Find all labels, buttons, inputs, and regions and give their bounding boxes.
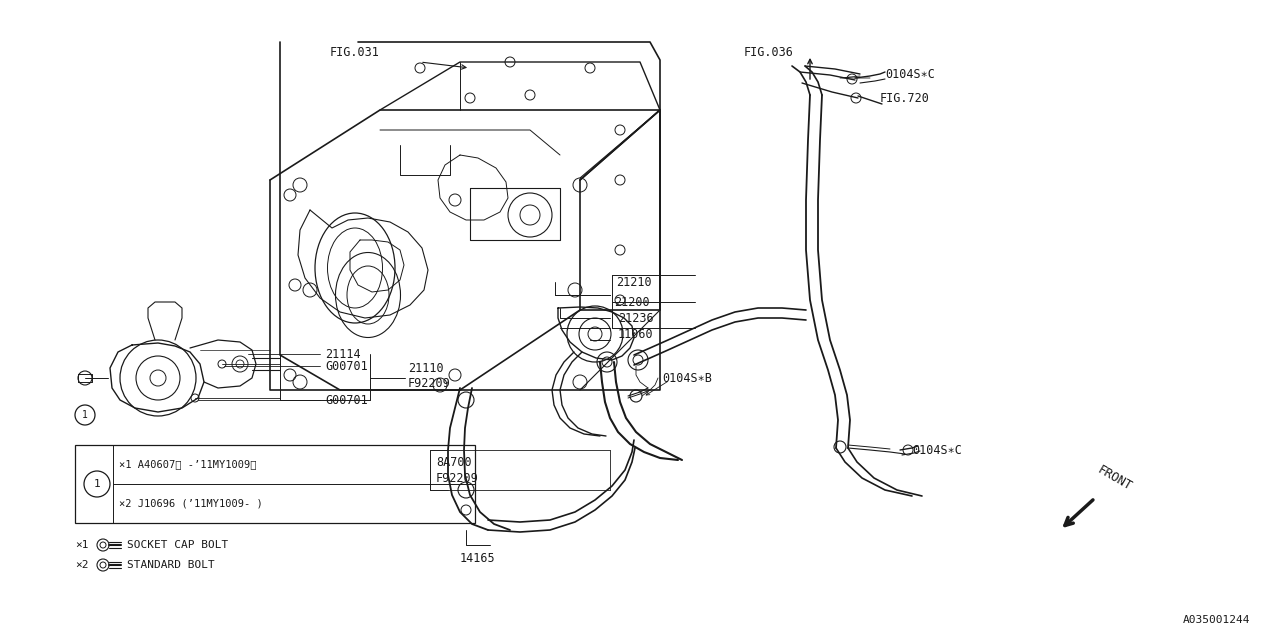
Text: 0104S∗C: 0104S∗C (884, 67, 934, 81)
Text: 21210: 21210 (616, 275, 652, 289)
Text: STANDARD BOLT: STANDARD BOLT (127, 560, 215, 570)
Text: A035001244: A035001244 (1183, 615, 1251, 625)
Text: F92209: F92209 (408, 376, 451, 390)
Text: F92209: F92209 (436, 472, 479, 484)
Text: 8A700: 8A700 (436, 456, 471, 468)
Text: ×2: ×2 (76, 560, 88, 570)
Bar (76, 445, 475, 523)
Text: G00701: G00701 (325, 360, 367, 372)
Text: ×1 A40607（ -’11MY1009）: ×1 A40607（ -’11MY1009） (119, 460, 256, 470)
Text: SOCKET CAP BOLT: SOCKET CAP BOLT (127, 540, 228, 550)
Text: 14165: 14165 (460, 552, 495, 564)
Text: 0104S∗B: 0104S∗B (662, 371, 712, 385)
Text: 21236: 21236 (618, 312, 654, 324)
Text: 11060: 11060 (618, 328, 654, 340)
Text: 21110: 21110 (408, 362, 444, 374)
Text: FIG.031: FIG.031 (330, 45, 380, 58)
Text: ×2 J10696 (’11MY1009- ): ×2 J10696 (’11MY1009- ) (119, 499, 262, 509)
Text: ×1: ×1 (76, 540, 88, 550)
Text: FIG.720: FIG.720 (881, 92, 929, 104)
Text: 21114: 21114 (325, 348, 361, 360)
Text: FIG.036: FIG.036 (744, 45, 794, 58)
Text: 1: 1 (82, 410, 88, 420)
Text: FRONT: FRONT (1094, 463, 1134, 493)
Text: G00701: G00701 (325, 394, 367, 406)
Text: 1: 1 (93, 479, 100, 489)
Text: 21200: 21200 (614, 296, 650, 308)
Text: 0104S∗C: 0104S∗C (911, 444, 961, 456)
